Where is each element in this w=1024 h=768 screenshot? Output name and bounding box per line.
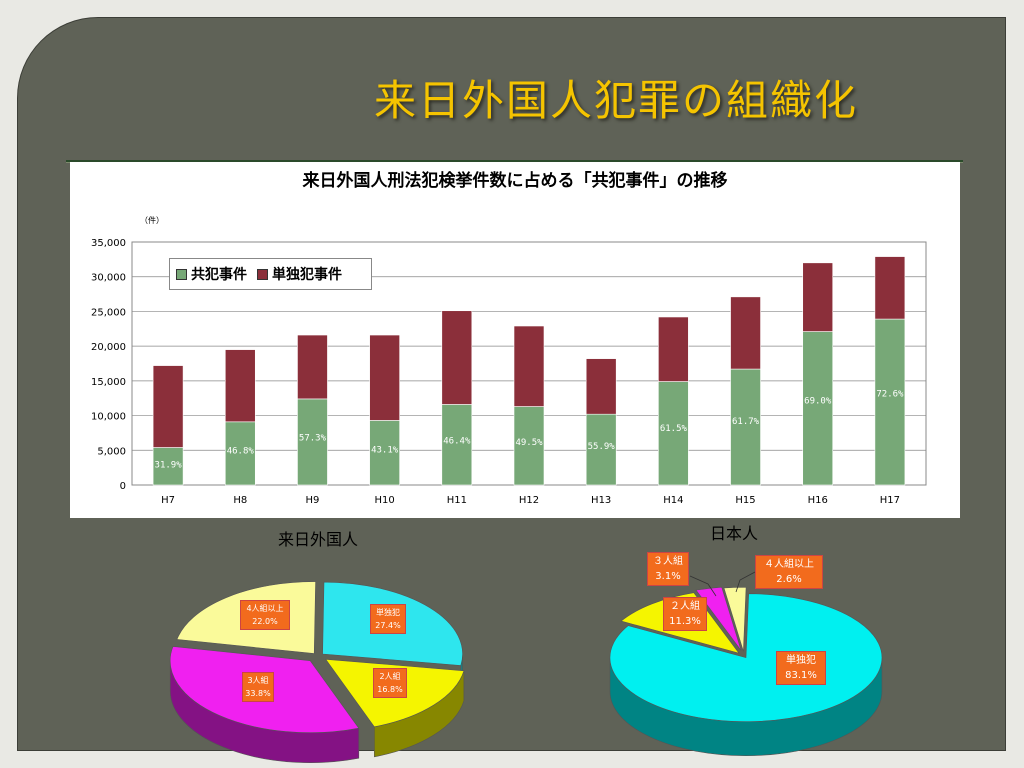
pie2-label-4nin-value: 2.6% — [776, 574, 802, 585]
bar-chart-unit: （件） — [140, 216, 164, 225]
x-tick-label: H17 — [880, 495, 900, 506]
y-tick-label: 35,000 — [91, 238, 126, 249]
x-tick-label: H13 — [591, 495, 611, 506]
percent-label: 46.8% — [227, 446, 255, 456]
pie2-label-3nin-value: 3.1% — [655, 571, 681, 582]
pie2-label-2nin-name: ２人組 — [670, 601, 700, 612]
pie1-label-3nin-name: 3人組 — [247, 676, 269, 685]
bar-kyohan — [513, 406, 545, 486]
x-tick-label: H8 — [233, 495, 247, 506]
bar-tandoku — [297, 334, 328, 400]
pie1-label-4nin-value: 22.0% — [252, 617, 278, 626]
y-tick-label: 30,000 — [91, 273, 126, 284]
bar-kyohan — [874, 318, 906, 486]
legend-label-tandoku: 単独犯事件 — [272, 267, 342, 283]
bar-tandoku — [441, 310, 473, 405]
x-tick-label: H11 — [447, 495, 467, 506]
pie1-label-3nin: 3人組 33.8% — [242, 672, 274, 702]
bar-tandoku — [658, 316, 689, 382]
percent-label: 57.3% — [299, 434, 327, 444]
x-tick-label: H12 — [519, 495, 539, 506]
legend-label-kyohan: 共犯事件 — [191, 267, 247, 283]
pie-title-foreigners: 来日外国人 — [278, 530, 359, 549]
pie1-label-tandoku-value: 27.4% — [375, 621, 401, 630]
pie2-label-3nin-name: ３人組 — [653, 556, 683, 567]
pie2-label-4nin-name: ４人組以上 — [764, 559, 814, 570]
bar-tandoku — [224, 349, 256, 423]
bar-chart-legend: 共犯事件 単独犯事件 — [169, 258, 372, 290]
percent-label: 43.1% — [371, 445, 399, 455]
y-tick-label: 10,000 — [91, 412, 126, 423]
x-tick-label: H10 — [375, 495, 395, 506]
pie1-label-4nin-name: 4人組以上 — [246, 604, 284, 613]
pie1-label-4nin: 4人組以上 22.0% — [240, 600, 290, 630]
bar-kyohan — [730, 368, 761, 486]
pie1-label-2nin-name: 2人組 — [379, 672, 401, 681]
pie1-label-2nin-value: 16.8% — [377, 685, 403, 694]
y-tick-label: 5,000 — [97, 446, 126, 457]
slide-title: 来日外国人犯罪の組織化 — [374, 76, 859, 125]
leader-line-3nin — [689, 575, 717, 597]
y-tick-label: 25,000 — [91, 307, 126, 318]
pie-japanese — [609, 586, 883, 756]
pie-slice — [609, 593, 883, 722]
bar-kyohan — [369, 420, 400, 486]
y-tick-label: 20,000 — [91, 342, 126, 353]
bar-kyohan — [152, 447, 184, 486]
pie1-label-2nin: 2人組 16.8% — [373, 668, 407, 698]
bar-tandoku — [730, 296, 761, 370]
pie2-label-tandoku-name: 単独犯 — [786, 655, 816, 666]
bar-chart-title: 来日外国人刑法犯検挙件数に占める「共犯事件」の推移 — [302, 171, 728, 191]
bar-tandoku — [874, 256, 906, 320]
x-tick-label: H15 — [735, 495, 755, 506]
bar-tandoku — [802, 262, 834, 332]
y-tick-label: 15,000 — [91, 377, 126, 388]
x-tick-label: H14 — [663, 495, 683, 506]
bar-kyohan — [297, 398, 328, 486]
percent-label: 61.5% — [660, 424, 688, 434]
pie-slice — [723, 587, 747, 652]
x-tick-label: H9 — [306, 495, 320, 506]
x-tick-label: H7 — [161, 495, 175, 506]
pie2-label-tandoku-value: 83.1% — [785, 670, 817, 681]
percent-label: 69.0% — [804, 397, 832, 407]
pie2-label-3nin: ３人組 3.1% — [647, 552, 689, 586]
legend-swatch-tandoku — [257, 268, 268, 280]
pie1-label-tandoku-name: 単独犯 — [376, 608, 400, 617]
pie1-label-3nin-value: 33.8% — [245, 689, 271, 698]
pie-title-japanese: 日本人 — [710, 524, 759, 543]
y-tick-label: 0 — [120, 481, 126, 492]
bar-tandoku — [152, 365, 184, 448]
percent-label: 46.4% — [443, 437, 471, 447]
legend-item-tandoku: 単独犯事件 — [257, 264, 342, 284]
legend-item-kyohan: 共犯事件 — [176, 264, 247, 284]
percent-label: 72.6% — [876, 390, 904, 400]
bar-kyohan — [441, 404, 473, 486]
pie-foreigners — [169, 581, 465, 763]
leader-line-4nin — [735, 571, 756, 593]
percent-label: 55.9% — [588, 442, 616, 452]
pie2-label-tandoku: 単独犯 83.1% — [776, 651, 826, 685]
bar-kyohan — [585, 413, 617, 486]
pie1-label-tandoku: 単独犯 27.4% — [370, 604, 406, 634]
legend-swatch-kyohan — [176, 268, 187, 280]
bar-tandoku — [585, 358, 617, 415]
pie-slice — [695, 586, 742, 651]
percent-label: 61.7% — [732, 417, 760, 427]
x-tick-label: H16 — [808, 495, 828, 506]
bar-tandoku — [369, 334, 400, 421]
percent-label: 31.9% — [155, 460, 183, 470]
pie2-label-2nin-value: 11.3% — [669, 616, 701, 627]
percent-label: 49.5% — [515, 438, 543, 448]
bar-kyohan — [802, 331, 834, 486]
pie2-label-4nin: ４人組以上 2.6% — [755, 555, 823, 589]
bar-tandoku — [513, 325, 545, 407]
pie2-label-2nin: ２人組 11.3% — [663, 597, 707, 631]
